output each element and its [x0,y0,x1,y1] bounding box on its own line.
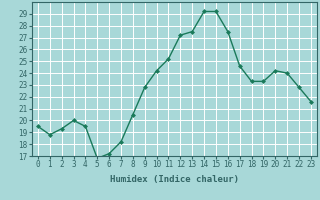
X-axis label: Humidex (Indice chaleur): Humidex (Indice chaleur) [110,175,239,184]
